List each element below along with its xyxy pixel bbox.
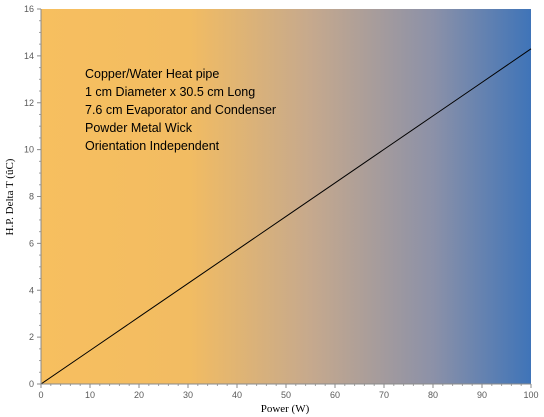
y-tick-label: 6: [29, 238, 34, 248]
x-tick-label: 10: [85, 390, 95, 400]
x-axis-title: Power (W): [261, 403, 310, 415]
y-tick-label: 10: [24, 145, 34, 155]
x-tick-label: 0: [38, 390, 43, 400]
data-series: [40, 48, 532, 385]
y-tick-label: 16: [24, 4, 34, 14]
x-tick-label: 100: [523, 390, 538, 400]
chart-annotation: Copper/Water Heat pipe 1 cm Diameter x 30…: [85, 67, 276, 153]
annotation-line: Powder Metal Wick: [85, 121, 193, 135]
x-tick-label: 50: [281, 390, 291, 400]
annotation-line: Orientation Independent: [85, 139, 220, 153]
plot-area: [41, 9, 531, 384]
x-tick-label: 20: [134, 390, 144, 400]
x-tick-label: 30: [183, 390, 193, 400]
y-tick-label: 0: [29, 379, 34, 389]
x-tick-label: 90: [477, 390, 487, 400]
annotation-line: 7.6 cm Evaporator and Condenser: [85, 103, 276, 117]
y-tick-label: 12: [24, 98, 34, 108]
annotation-line: 1 cm Diameter x 30.5 cm Long: [85, 85, 255, 99]
y-tick-label: 8: [29, 192, 34, 202]
tick-labels: 0 10 20 30 40 50 60 70 80 90 100 0 2 4 6 8 10 12 14 16: [24, 4, 539, 400]
annotation-line: Copper/Water Heat pipe: [85, 67, 219, 81]
y-tick-label: 2: [29, 332, 34, 342]
x-tick-label: 40: [232, 390, 242, 400]
y-tick-label: 14: [24, 51, 34, 61]
x-tick-label: 70: [379, 390, 389, 400]
x-tick-label: 60: [330, 390, 340, 400]
y-axis-title: H.P. Delta T (ûC): [4, 158, 16, 235]
series-line-0: [40, 48, 532, 385]
y-tick-label: 4: [29, 285, 34, 295]
x-tick-label: 80: [428, 390, 438, 400]
